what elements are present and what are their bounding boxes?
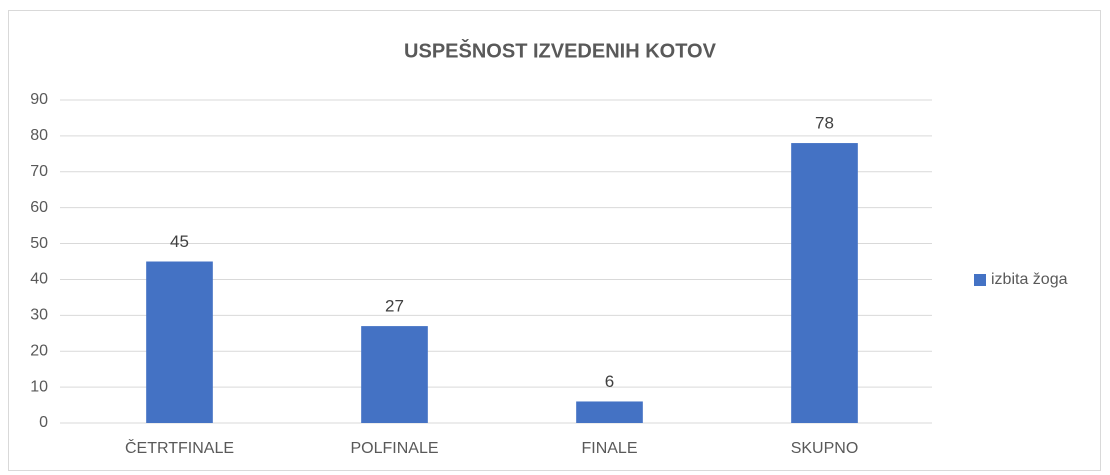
y-tick-label: 10: [30, 378, 48, 395]
y-tick-label: 90: [30, 91, 48, 108]
y-tick-label: 0: [39, 414, 48, 431]
legend-label: izbita žoga: [991, 271, 1068, 288]
x-tick-label: POLFINALE: [350, 440, 438, 457]
bar: [576, 401, 643, 423]
legend-swatch: [974, 274, 986, 286]
x-tick-label: ČETRTFINALE: [125, 438, 234, 457]
bar: [361, 326, 428, 423]
y-tick-label: 20: [30, 342, 48, 359]
y-tick-label: 60: [30, 199, 48, 216]
data-label: 78: [815, 114, 834, 133]
data-label: 27: [385, 297, 404, 316]
data-label: 45: [170, 232, 189, 251]
y-tick-label: 40: [30, 271, 48, 288]
y-tick-label: 80: [30, 127, 48, 144]
chart-title: USPEŠNOST IZVEDENIH KOTOV: [404, 38, 717, 62]
y-tick-label: 30: [30, 307, 48, 324]
y-tick-label: 50: [30, 235, 48, 252]
x-tick-label: SKUPNO: [791, 440, 859, 457]
y-tick-label: 70: [30, 163, 48, 180]
bar: [146, 261, 213, 423]
x-tick-label: FINALE: [581, 440, 637, 457]
data-label: 6: [605, 372, 614, 391]
bar: [791, 143, 858, 424]
